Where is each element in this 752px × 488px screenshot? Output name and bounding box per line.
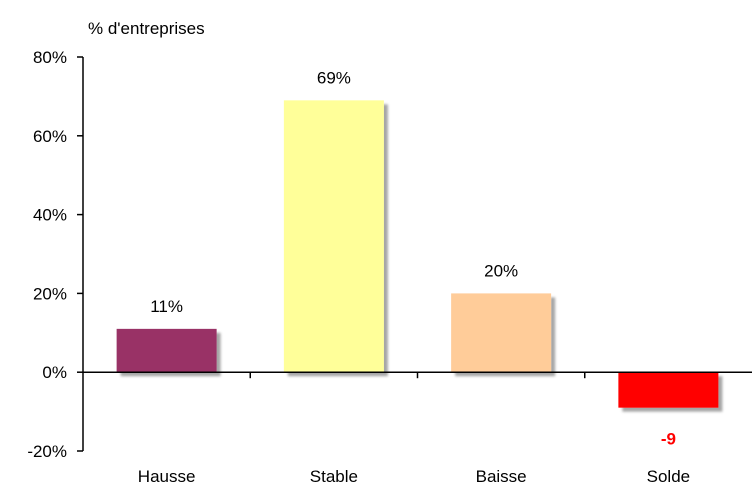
y-tick-label: 20% [33, 284, 67, 303]
data-label: -9 [661, 430, 676, 449]
x-tick-label: Hausse [138, 467, 196, 486]
x-tick-label: Stable [310, 467, 358, 486]
y-tick-label: 80% [33, 48, 67, 67]
bar-baisse [451, 293, 552, 373]
data-label: 69% [317, 68, 351, 87]
y-tick-label: 40% [33, 206, 67, 225]
bar-hausse [116, 328, 217, 373]
x-tick-label: Baisse [476, 467, 527, 486]
x-tick-label: Solde [647, 467, 690, 486]
y-tick-label: 0% [42, 363, 67, 382]
y-axis-title: % d'entreprises [88, 19, 205, 38]
data-label: 11% [150, 297, 183, 316]
data-label: 20% [484, 261, 518, 280]
y-tick-label: -20% [27, 442, 67, 461]
y-tick-label: 60% [33, 127, 67, 146]
bars [116, 100, 719, 408]
bar-solde [618, 372, 719, 408]
y-axis: -20% 0% 20% 40% 60% 80% [27, 48, 84, 461]
bar-stable [283, 100, 384, 373]
data-labels: 11% 69% 20% -9 [150, 68, 676, 448]
x-axis: Hausse Stable Baisse Solde [83, 371, 752, 486]
